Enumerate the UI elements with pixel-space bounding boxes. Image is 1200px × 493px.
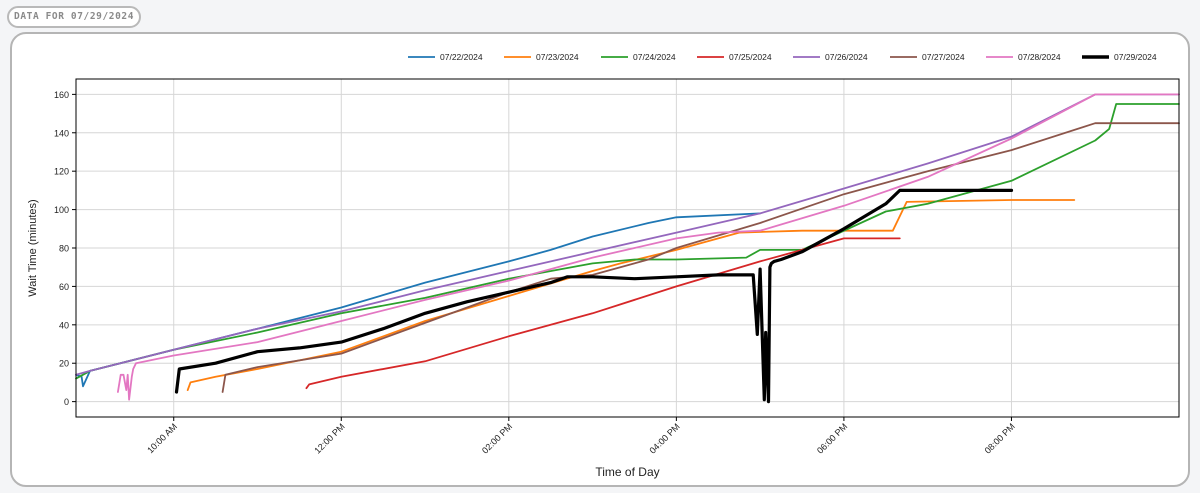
legend-label: 07/24/2024 bbox=[633, 52, 676, 62]
x-tick-label: 02:00 PM bbox=[480, 421, 514, 455]
legend-label: 07/22/2024 bbox=[440, 52, 483, 62]
x-tick-label: 08:00 PM bbox=[983, 421, 1017, 455]
series-line-07-27-2024 bbox=[221, 122, 1180, 393]
x-axis: 10:00 AM 12:00 PM 02:00 PM 04:00 PM 06:00 PM… bbox=[145, 417, 1017, 456]
series-line-07-28-2024 bbox=[117, 93, 1180, 401]
legend-label: 07/29/2024 bbox=[1114, 52, 1157, 62]
line-chart: 0 20 40 60 80 100 120 140 160 10:00 AM 12:00 PM 02… bbox=[27, 52, 1180, 479]
legend-label: 07/23/2024 bbox=[536, 52, 579, 62]
y-axis: 0 20 40 60 80 100 120 140 160 bbox=[54, 90, 76, 407]
y-tick-label: 60 bbox=[59, 282, 69, 292]
chart-panel: 0 20 40 60 80 100 120 140 160 10:00 AM 12:00 PM 02… bbox=[10, 32, 1190, 487]
y-tick-label: 80 bbox=[59, 244, 69, 254]
series-line-07-26-2024 bbox=[75, 93, 1180, 376]
y-tick-label: 120 bbox=[54, 167, 69, 177]
chart-legend: 07/22/2024 07/23/2024 07/24/2024 07/25/2024… bbox=[408, 52, 1157, 62]
x-axis-label: Time of Day bbox=[595, 465, 659, 479]
date-badge: DATA FOR 07/29/2024 bbox=[7, 6, 142, 28]
y-axis-label: Wait Time (minutes) bbox=[27, 199, 39, 296]
y-tick-label: 160 bbox=[54, 90, 69, 100]
y-tick-label: 140 bbox=[54, 128, 69, 138]
series-line-07-22-2024 bbox=[75, 212, 761, 388]
chart-grid bbox=[76, 79, 1179, 417]
y-tick-label: 0 bbox=[64, 397, 69, 407]
series-line-07-23-2024 bbox=[186, 199, 1076, 392]
y-tick-label: 100 bbox=[54, 205, 69, 215]
series-line-07-29-2024 bbox=[174, 188, 1014, 404]
legend-label: 07/26/2024 bbox=[825, 52, 868, 62]
series-line-07-24-2024 bbox=[75, 103, 1180, 380]
y-tick-label: 20 bbox=[59, 359, 69, 369]
x-tick-label: 12:00 PM bbox=[312, 421, 346, 455]
legend-label: 07/25/2024 bbox=[729, 52, 772, 62]
chart-series bbox=[75, 93, 1180, 404]
legend-label: 07/27/2024 bbox=[922, 52, 965, 62]
series-line-07-25-2024 bbox=[305, 237, 901, 390]
x-tick-label: 04:00 PM bbox=[647, 421, 681, 455]
y-tick-label: 40 bbox=[59, 320, 69, 330]
x-tick-label: 06:00 PM bbox=[815, 421, 849, 455]
legend-label: 07/28/2024 bbox=[1018, 52, 1061, 62]
x-tick-label: 10:00 AM bbox=[145, 421, 179, 455]
